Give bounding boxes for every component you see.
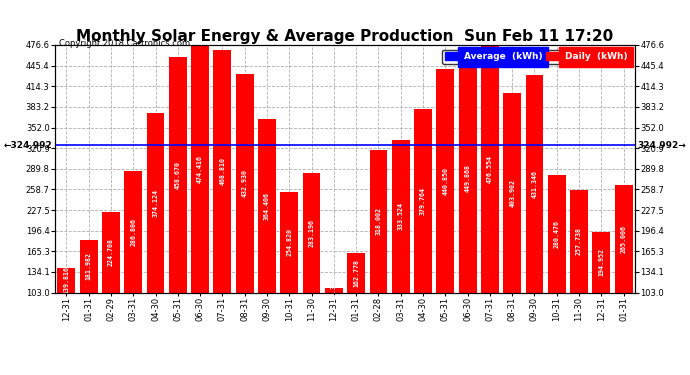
Text: 379.764: 379.764 <box>420 187 426 215</box>
Bar <box>526 75 544 292</box>
Bar <box>548 175 566 292</box>
Text: 440.850: 440.850 <box>442 166 448 195</box>
Bar <box>370 150 387 292</box>
Bar <box>191 46 209 292</box>
Bar <box>124 171 142 292</box>
Text: 432.930: 432.930 <box>241 169 248 197</box>
Text: 374.124: 374.124 <box>152 189 159 217</box>
Text: Copyright 2018 Cartronics.com: Copyright 2018 Cartronics.com <box>59 39 190 48</box>
Text: 283.196: 283.196 <box>308 219 315 247</box>
Bar <box>392 140 410 292</box>
Text: 333.524: 333.524 <box>397 202 404 230</box>
Text: 324.992→: 324.992→ <box>638 141 687 150</box>
Text: 224.708: 224.708 <box>108 238 114 266</box>
Bar <box>481 45 499 292</box>
Bar <box>615 185 633 292</box>
Bar <box>57 268 75 292</box>
Bar <box>303 173 320 292</box>
Bar <box>593 232 610 292</box>
Bar <box>258 119 276 292</box>
Text: 257.738: 257.738 <box>576 227 582 255</box>
Text: 110.342: 110.342 <box>331 276 337 304</box>
Bar <box>213 50 231 292</box>
Text: 265.006: 265.006 <box>620 225 627 253</box>
Text: 254.820: 254.820 <box>286 228 293 256</box>
Bar <box>280 192 298 292</box>
Bar <box>347 253 365 292</box>
Text: 431.346: 431.346 <box>531 170 538 198</box>
Bar <box>570 190 588 292</box>
Text: 364.406: 364.406 <box>264 192 270 220</box>
Bar <box>436 69 454 292</box>
Bar <box>236 74 254 292</box>
Bar <box>169 57 187 292</box>
Bar <box>80 240 97 292</box>
Text: ←324.992: ←324.992 <box>3 141 52 150</box>
Text: 474.416: 474.416 <box>197 156 203 183</box>
Bar <box>459 63 477 292</box>
Text: 162.778: 162.778 <box>353 259 359 287</box>
Text: 449.868: 449.868 <box>464 164 471 192</box>
Bar <box>146 113 164 292</box>
Text: 468.810: 468.810 <box>219 158 226 185</box>
Bar <box>325 288 343 292</box>
Text: 280.476: 280.476 <box>554 220 560 248</box>
Text: 318.002: 318.002 <box>375 207 382 235</box>
Bar <box>503 93 521 292</box>
Text: 139.816: 139.816 <box>63 266 70 294</box>
Text: 286.806: 286.806 <box>130 217 136 246</box>
Bar <box>102 212 120 292</box>
Title: Monthly Solar Energy & Average Production  Sun Feb 11 17:20: Monthly Solar Energy & Average Productio… <box>77 29 613 44</box>
Text: 458.670: 458.670 <box>175 161 181 189</box>
Text: 476.554: 476.554 <box>487 155 493 183</box>
Legend: Average  (kWh), Daily  (kWh): Average (kWh), Daily (kWh) <box>442 50 630 64</box>
Bar <box>414 109 432 292</box>
Text: 194.952: 194.952 <box>598 248 604 276</box>
Text: 181.982: 181.982 <box>86 252 92 280</box>
Text: 403.902: 403.902 <box>509 179 515 207</box>
